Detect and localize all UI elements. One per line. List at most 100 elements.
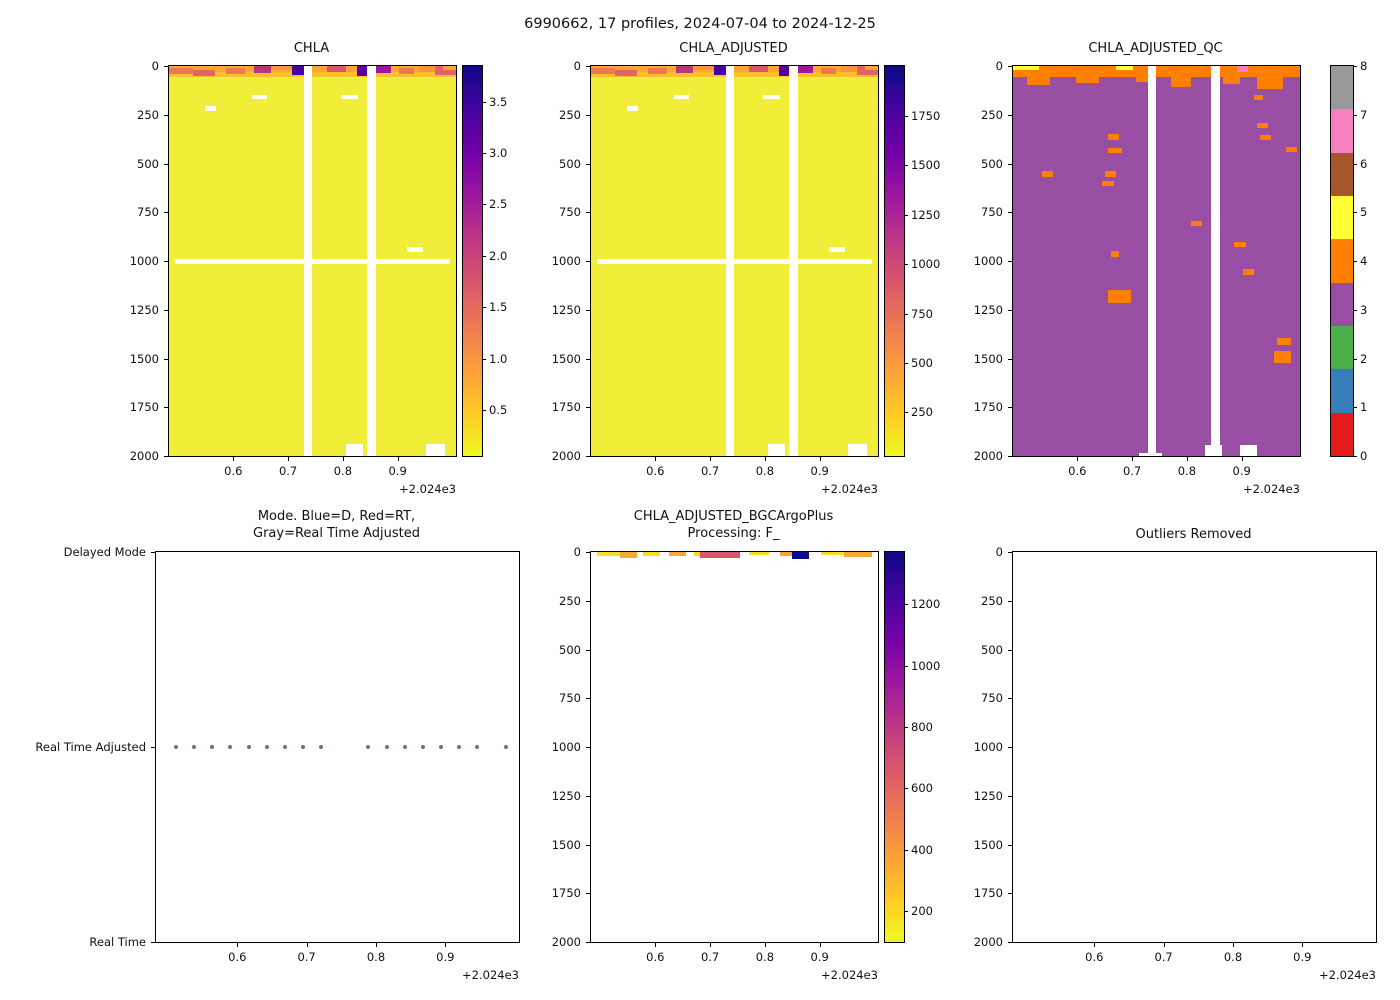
heatmap-cell [675, 66, 693, 74]
colorbar-tick-label: 8 [1360, 59, 1368, 73]
heatmap-cell [865, 66, 878, 70]
mode-dot [301, 745, 305, 749]
x-tick-mark [237, 943, 239, 947]
y-tick-mark [1008, 698, 1012, 700]
heatmap-cell [692, 66, 718, 71]
heatmap-cell [1239, 445, 1257, 456]
y-tick-mark [164, 261, 168, 262]
colorbar-tick-label: 3 [1360, 302, 1368, 317]
heatmap-cell [748, 66, 768, 72]
y-tick-mark [1008, 407, 1012, 409]
heatmap-cell [1256, 122, 1269, 128]
colorbar-segment [1331, 66, 1353, 110]
colorbar-tick-label: 2 [1360, 351, 1368, 366]
x-tick-label: 0.8 [333, 464, 353, 478]
y-tick-label: 2000 [551, 449, 581, 463]
y-tick-label: 500 [981, 156, 1003, 171]
y-tick-label: 250 [137, 107, 159, 122]
y-tick-label: 1500 [973, 351, 1003, 366]
y-tick-mark [1008, 114, 1012, 116]
heatmap-cell [767, 443, 785, 456]
y-tick-label: 1750 [551, 886, 581, 901]
x-tick-label: 0.8 [755, 464, 775, 478]
heatmap-cell [253, 66, 271, 74]
y-tick-label: 1500 [551, 837, 581, 852]
colorbar-tick-label: 0 [1360, 449, 1368, 463]
heatmap-cell [779, 66, 789, 76]
heatmap-cell [1236, 66, 1249, 72]
x-tick-label: 0.9 [810, 950, 829, 964]
colorbar-bgc-processing: 200 400 600 800 1000 1200 [884, 551, 940, 943]
colorbar-segment [1331, 196, 1353, 240]
y-tick-label: 1500 [551, 351, 581, 366]
y-tick-label: 1250 [973, 302, 1003, 317]
y-tick-mark [586, 600, 590, 602]
plot-outliers-removed: 0 250 500 750 1000 1250 1500 1750 2000 0.6 0.7 0.8 0… [974, 545, 1377, 982]
x-axis-offset-label: +2.024e3 [821, 482, 878, 496]
y-tick-label: 1000 [551, 740, 581, 754]
heatmap-cell [1242, 268, 1255, 275]
colorbar-tick-label: 0.5 [489, 403, 508, 417]
y-tick-label: 500 [137, 156, 159, 171]
heatmap-cell [780, 552, 792, 556]
y-tick-label: 0 [573, 59, 581, 73]
y-tick-mark [586, 552, 590, 553]
y-tick-mark [586, 407, 590, 409]
y-tick-mark [586, 942, 590, 943]
x-tick-mark [233, 457, 235, 461]
heatmap-cell [375, 66, 392, 73]
y-tick-label: 1250 [551, 788, 581, 803]
heatmap-cell [169, 71, 456, 77]
y-tick-mark [164, 114, 168, 116]
y-tick-mark [164, 163, 168, 165]
heatmap-cell [1027, 76, 1051, 86]
colorbar-tick-mark [904, 264, 908, 266]
heatmap-cell [418, 66, 435, 72]
figure-title: 6990662, 17 profiles, 2024-07-04 to 2024… [524, 16, 876, 32]
heatmap-cell [1285, 146, 1298, 153]
colorbar-tick-mark [904, 604, 908, 606]
heatmap-cell [1041, 171, 1054, 178]
heatmap-cell [1211, 66, 1220, 456]
heatmap-cell [1277, 338, 1292, 346]
heatmap-cell [270, 66, 296, 71]
x-tick-label: 0.7 [700, 950, 720, 964]
colorbar-segment [1331, 239, 1353, 283]
y-tick-mark [164, 358, 168, 360]
y-tick-mark [1008, 942, 1012, 943]
colorbar-tick-mark [1353, 114, 1357, 116]
y-tick-mark [586, 66, 590, 67]
heatmap-cell [434, 66, 456, 75]
x-tick-mark [1233, 943, 1234, 947]
heatmap-cell [1274, 350, 1292, 364]
y-tick-label: 750 [981, 205, 1003, 220]
colorbar-tick-label: 2.0 [489, 248, 508, 263]
colorbar-tick-label: 1000 [911, 257, 941, 272]
mode-dot [228, 745, 233, 749]
x-tick-mark [397, 457, 399, 461]
x-tick-mark [1302, 943, 1304, 947]
x-tick-label: 0.8 [1223, 950, 1243, 964]
colorbar-tick-mark [904, 850, 908, 851]
x-tick-label: 0.8 [1177, 464, 1197, 478]
heatmap-cell [619, 552, 637, 558]
heatmap-bgc-processing: 0 250 500 750 1000 1250 1500 1750 2000 0.6 0.7 0.8 0… [552, 545, 879, 982]
x-tick-label: 0.9 [1232, 464, 1251, 478]
colorbar-tick-mark [1353, 456, 1357, 457]
heatmap-cell [1234, 241, 1246, 247]
colorbar-tick-label: 6 [1360, 156, 1368, 171]
heatmap-cell [668, 552, 686, 557]
heatmap-cell [1147, 66, 1157, 456]
y-tick-mark [586, 795, 590, 797]
heatmap-cell [748, 552, 769, 556]
x-tick-label: 0.9 [1293, 950, 1312, 964]
heatmap-cell [398, 67, 415, 74]
y-tick-mark [151, 747, 155, 748]
colorbar-tick-label: 1200 [911, 597, 941, 612]
y-tick-mark [1008, 309, 1012, 311]
x-tick-label: 0.9 [810, 464, 829, 478]
mode-dot [264, 745, 269, 749]
y-tick-label: 0 [995, 59, 1003, 73]
heatmap-chla-adjusted-qc: 0 250 500 750 1000 1250 1500 1750 2000 0.6 0.7 0.8 0… [974, 59, 1301, 496]
heatmap-cell [829, 247, 845, 252]
